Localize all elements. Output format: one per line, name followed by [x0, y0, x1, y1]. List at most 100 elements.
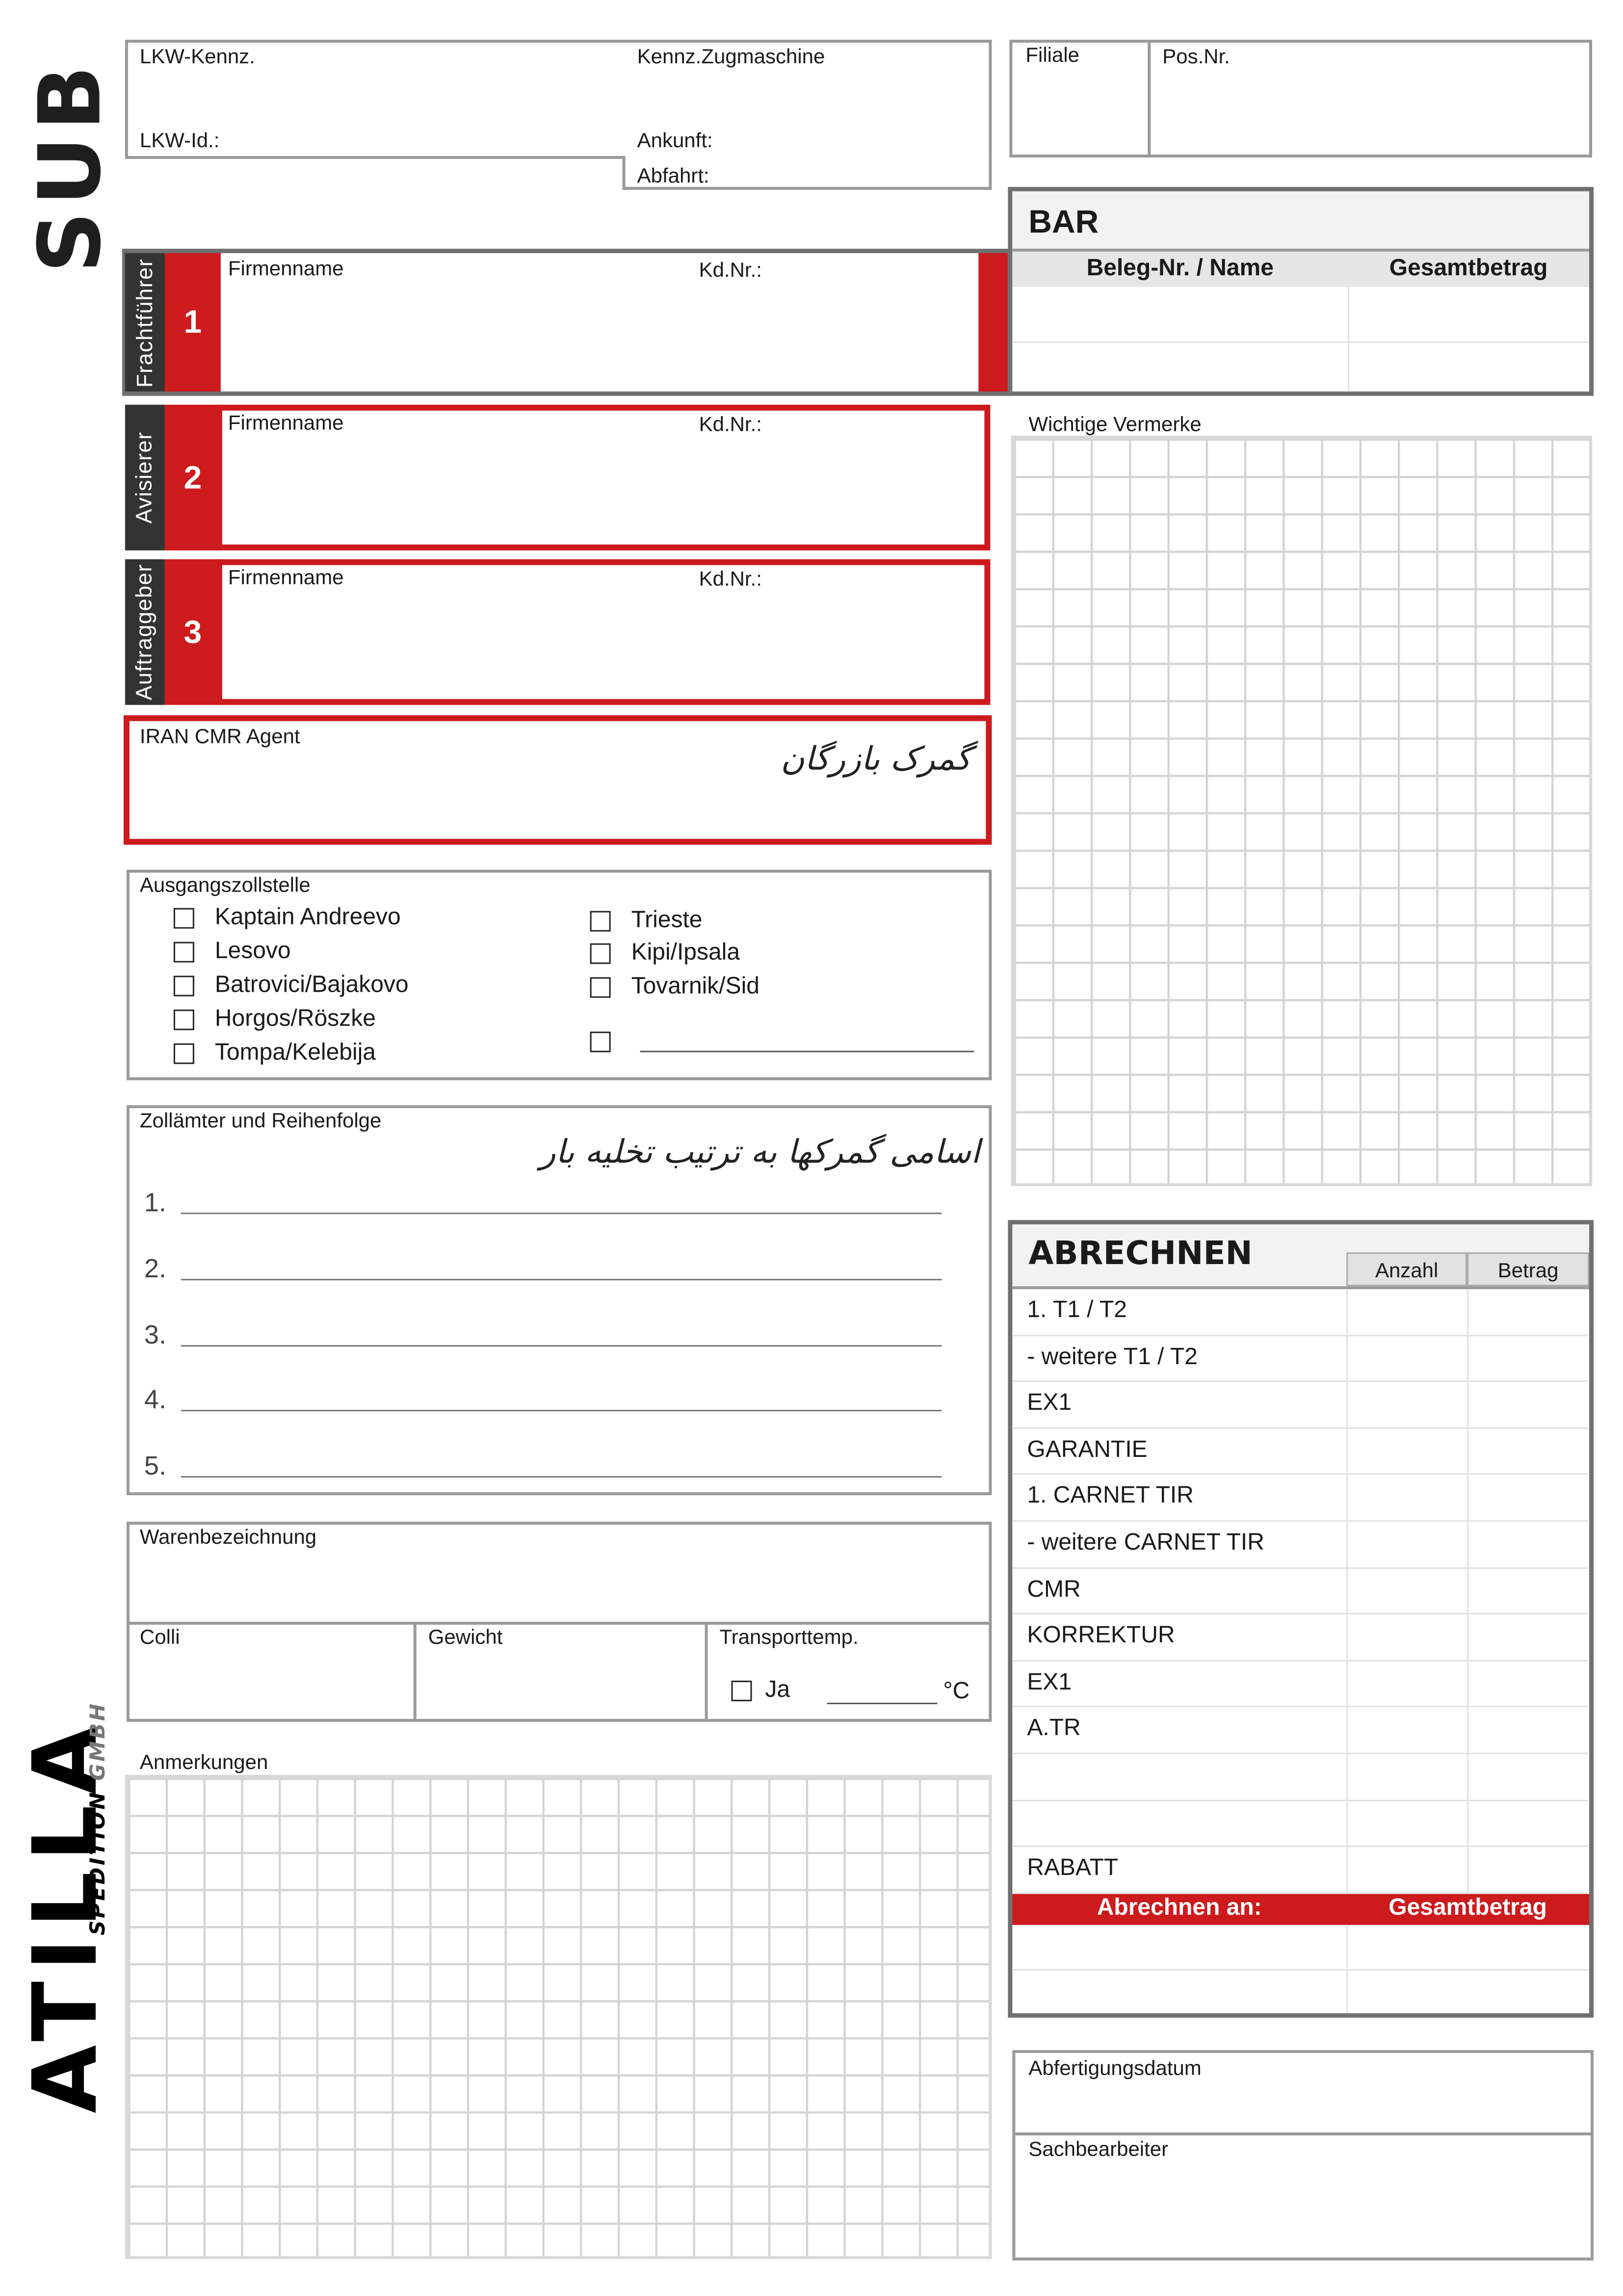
billing-title: ABRECHNEN — [1028, 1236, 1253, 1273]
betrag-cell[interactable] — [1467, 1382, 1469, 1427]
billing-row[interactable]: RABATT — [1012, 1847, 1588, 1894]
exit-option[interactable]: Batrovici/Bajakovo — [173, 973, 409, 999]
betrag-cell[interactable] — [1467, 1614, 1469, 1660]
anzahl-cell[interactable] — [1346, 1800, 1348, 1846]
firm-field[interactable] — [220, 253, 979, 392]
exit-option-other[interactable] — [590, 1029, 631, 1055]
checkbox[interactable] — [590, 943, 611, 964]
customs-line-input[interactable] — [181, 1190, 942, 1214]
betrag-cell[interactable] — [1467, 1289, 1469, 1334]
billing-item-label: CMR — [1027, 1577, 1081, 1602]
checkbox[interactable] — [590, 976, 611, 998]
billing-item-label: A.TR — [1027, 1716, 1081, 1742]
party-auftraggeber: Auftraggeber 3 Firmenname Kd.Nr.: — [125, 559, 991, 705]
party-number: 2 — [164, 404, 221, 551]
billing-row[interactable]: A.TR — [1012, 1708, 1588, 1754]
kdnr-label: Kd.Nr.: — [699, 566, 762, 590]
anzahl-cell[interactable] — [1346, 1382, 1348, 1427]
exit-option[interactable]: Kipi/Ipsala — [590, 940, 740, 967]
billing-item-label: EX1 — [1027, 1670, 1072, 1695]
betrag-cell[interactable] — [1467, 1847, 1469, 1893]
firm-label: Firmenname — [228, 256, 344, 280]
anzahl-cell[interactable] — [1346, 1661, 1348, 1707]
agent-box[interactable]: IRAN CMR Agent گمرک بازرگان — [123, 715, 992, 845]
notes-grid[interactable] — [1011, 435, 1593, 1187]
total-label: Gesamtbetrag — [1388, 1895, 1547, 1921]
betrag-cell[interactable] — [1467, 1708, 1469, 1753]
anzahl-cell[interactable] — [1346, 1708, 1348, 1753]
remarks-grid[interactable] — [125, 1774, 992, 2259]
party-frachtfuehrer: Frachtführer 1 Firmenname Kd.Nr.: — [122, 248, 1011, 396]
checkbox[interactable] — [590, 910, 611, 931]
exit-option[interactable]: Trieste — [590, 908, 703, 934]
billing-row[interactable]: GARANTIE — [1012, 1428, 1588, 1476]
billing-row[interactable] — [1012, 1800, 1588, 1847]
billing-row[interactable]: - weitere CARNET TIR — [1012, 1522, 1588, 1568]
checkbox[interactable] — [173, 1009, 194, 1030]
anzahl-cell[interactable] — [1346, 1754, 1348, 1799]
checkbox[interactable] — [173, 907, 194, 928]
role-label: Auftraggeber — [125, 559, 165, 705]
sub-logo-text: SUB — [21, 59, 121, 273]
line-number: 1. — [144, 1188, 166, 1217]
betrag-cell[interactable] — [1467, 1428, 1469, 1474]
gewicht-label: Gewicht — [428, 1625, 503, 1648]
processing-box: Abfertigungsdatum Sachbearbeiter — [1012, 2050, 1594, 2261]
firm-field[interactable] — [216, 404, 991, 551]
anzahl-cell[interactable] — [1346, 1568, 1348, 1613]
line-number: 4. — [144, 1385, 166, 1415]
customs-line-input[interactable] — [181, 1454, 942, 1478]
customs-line-input[interactable] — [181, 1388, 942, 1412]
other-exit-input[interactable] — [640, 1051, 974, 1053]
anzahl-cell[interactable] — [1346, 1335, 1348, 1381]
exit-option[interactable]: Tompa/Kelebija — [173, 1040, 376, 1067]
billing-row[interactable]: CMR — [1012, 1568, 1588, 1615]
anzahl-cell[interactable] — [1346, 1614, 1348, 1660]
billing-row[interactable]: EX1 — [1012, 1661, 1588, 1708]
lkw-id-label: LKW-Id.: — [139, 128, 220, 152]
role-label: Frachtführer — [125, 253, 165, 392]
checkbox[interactable] — [590, 1031, 611, 1052]
billing-row[interactable]: KORREKTUR — [1012, 1614, 1588, 1662]
temperature-input[interactable] — [827, 1702, 938, 1704]
customs-line-input[interactable] — [181, 1257, 942, 1281]
truck-info-box — [125, 39, 992, 159]
firm-label: Firmenname — [228, 565, 344, 589]
betrag-cell[interactable] — [1467, 1754, 1469, 1799]
anzahl-cell[interactable] — [1346, 1522, 1348, 1567]
anzahl-cell[interactable] — [1346, 1847, 1348, 1893]
billing-row[interactable] — [1012, 1754, 1588, 1801]
betrag-cell[interactable] — [1467, 1335, 1469, 1381]
divider — [125, 156, 626, 159]
billing-row[interactable]: - weitere T1 / T2 — [1012, 1335, 1588, 1382]
anzahl-cell[interactable] — [1346, 1289, 1348, 1334]
firm-field[interactable] — [216, 559, 991, 705]
betrag-cell[interactable] — [1467, 1568, 1469, 1613]
processing-date-label: Abfertigungsdatum — [1028, 2056, 1202, 2080]
billing-item-label: - weitere T1 / T2 — [1027, 1344, 1198, 1370]
customs-line-input[interactable] — [181, 1323, 942, 1347]
billing-row[interactable]: 1. T1 / T2 — [1012, 1289, 1588, 1336]
billing-row[interactable]: 1. CARNET TIR — [1012, 1475, 1588, 1522]
checkbox[interactable] — [173, 941, 194, 962]
ankunft-label: Ankunft: — [637, 128, 713, 152]
party-avisierer: Avisierer 2 Firmenname Kd.Nr.: — [125, 404, 991, 551]
checkbox[interactable] — [173, 1043, 194, 1064]
betrag-cell[interactable] — [1467, 1475, 1469, 1521]
exit-option[interactable]: Horgos/Röszke — [173, 1006, 376, 1033]
temp-ja-option[interactable]: Ja — [731, 1678, 790, 1704]
betrag-cell[interactable] — [1467, 1522, 1469, 1567]
exit-option[interactable]: Kaptain Andreevo — [173, 905, 401, 931]
betrag-cell[interactable] — [1467, 1800, 1469, 1846]
billing-row[interactable]: EX1 — [1012, 1382, 1588, 1429]
checkbox[interactable] — [173, 975, 194, 996]
checkbox[interactable] — [731, 1680, 752, 1701]
exit-option[interactable]: Lesovo — [173, 939, 291, 965]
branch-box — [1009, 39, 1593, 158]
anzahl-cell[interactable] — [1346, 1428, 1348, 1474]
customs-offices-box: Zollämter und Reihenfolge اسامی گمرکها ب… — [126, 1105, 992, 1496]
anzahl-cell[interactable] — [1346, 1475, 1348, 1521]
exit-option[interactable]: Tovarnik/Sid — [590, 974, 759, 1001]
role-label: Avisierer — [125, 404, 165, 551]
betrag-cell[interactable] — [1467, 1661, 1469, 1707]
